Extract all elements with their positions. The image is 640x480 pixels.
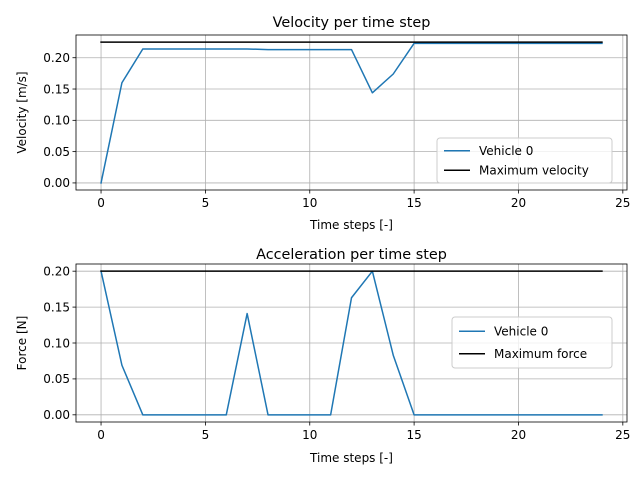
y-tick-label: 0.05 [43,372,70,386]
subplot-2: Acceleration per time step 0 5 10 15 20 25 0.00… [15,247,630,465]
x-tick-label: 5 [202,196,210,210]
x-tick-label: 10 [302,428,317,442]
y-tick-label: 0.10 [43,336,70,350]
legend-box [451,316,613,369]
x-tick-label: 25 [615,196,630,210]
axes-frame [75,34,628,191]
x-tick-label: 20 [511,428,526,442]
legend: Vehicle 0 Maximum force [451,316,613,369]
x-tick-label: 0 [97,196,105,210]
x-tick-label: 20 [511,196,526,210]
y-axis-label: Force [N] [15,316,29,371]
x-axis-label: Time steps [-] [309,451,393,465]
legend-label-2: Maximum force [494,347,587,361]
legend-label-2: Maximum velocity [479,164,589,178]
y-tick-label: 0.00 [43,408,70,422]
y-tick-label: 0.05 [43,145,70,159]
x-axis-label: Time steps [-] [309,218,393,232]
y-tick-label: 0.10 [43,114,70,128]
y-tick-label: 0.15 [43,82,70,96]
legend: Vehicle 0 Maximum velocity [436,137,613,184]
x-tick-label: 15 [406,428,421,442]
y-tick-label: 0.15 [43,300,70,314]
y-tick-label: 0.20 [43,264,70,278]
legend-box [436,137,613,184]
y-tick-label: 0.20 [43,51,70,65]
chart-title: Velocity per time step [273,15,431,31]
x-tick-label: 25 [615,428,630,442]
x-tick-label: 0 [97,428,105,442]
subplot-1: Velocity per time step 0 5 10 15 20 25 0.00 0.05… [15,15,630,232]
y-tick-label: 0.00 [43,176,70,190]
x-tick-label: 15 [406,196,421,210]
legend-label-1: Vehicle 0 [479,144,533,158]
chart-title: Acceleration per time step [256,247,447,263]
x-tick-label: 5 [202,428,210,442]
legend-label-1: Vehicle 0 [494,325,548,339]
x-tick-label: 10 [302,196,317,210]
series-line-1 [100,42,603,184]
series-line-1 [100,270,603,416]
y-axis-label: Velocity [m/s] [15,71,29,153]
